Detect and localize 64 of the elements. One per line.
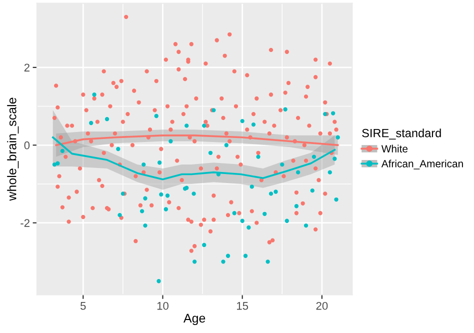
point [304,223,308,228]
point [256,154,260,159]
point [294,204,299,208]
point [232,211,236,216]
point [208,150,213,155]
point [250,184,254,189]
x-tick-label: 20 [316,302,328,310]
point [251,122,256,127]
point [118,212,122,218]
point [330,111,336,116]
point [89,120,94,126]
point [328,170,332,174]
point [246,225,251,230]
point [184,124,189,128]
point [159,192,164,197]
point [262,212,267,216]
point [192,192,196,196]
point [240,118,244,124]
y-tick-label: 2 [24,64,30,72]
line-series [55,134,339,146]
point [140,209,144,214]
point [296,170,300,174]
point [202,242,206,248]
point [334,197,338,202]
point [56,161,60,166]
point [165,194,170,198]
point [283,107,288,112]
point [143,196,148,200]
y-tick-label: -2 [20,219,30,227]
point [284,218,289,223]
point [60,148,65,154]
point [240,218,244,223]
point [268,192,274,196]
point [266,260,270,264]
legend-label: African_American [381,160,463,170]
point [192,260,197,264]
point [224,143,228,148]
x-axis-title: Age [183,314,206,326]
point [142,162,146,167]
point [243,254,248,258]
point [104,117,110,122]
y-tick-label: 0 [24,141,30,150]
point [332,156,337,161]
point [221,260,226,264]
point [336,135,340,140]
x-tick-label: 5 [80,302,86,310]
point [156,279,161,284]
point [157,160,162,165]
y-axis-title: whole_brain_scale [7,98,19,201]
point [116,146,120,152]
point [92,92,96,97]
legend-label: White [381,144,408,152]
point [280,162,284,167]
x-tick-label: 10 [157,302,168,310]
point [226,254,230,258]
point [312,154,316,159]
point [168,139,173,144]
x-tick-label: 15 [237,302,248,310]
legend-title: SIRE_standard [362,128,441,140]
point [202,124,206,128]
point [164,207,168,212]
point [143,223,148,228]
point [154,114,158,118]
point [310,188,314,193]
